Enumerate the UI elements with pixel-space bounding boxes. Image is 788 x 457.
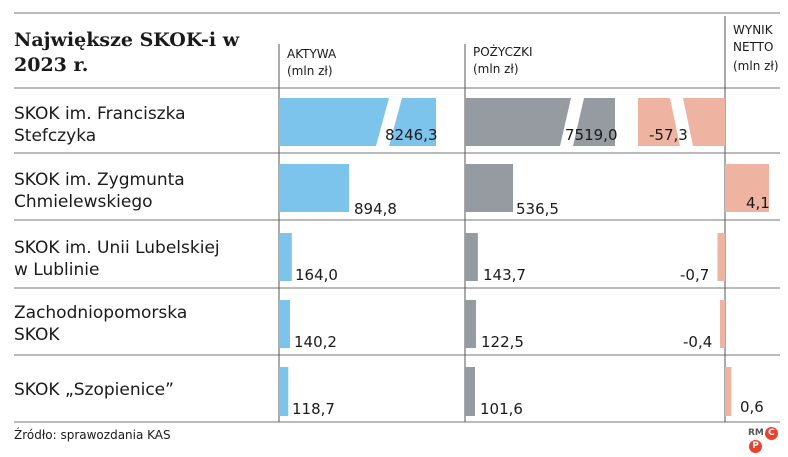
bar-wynik-2 <box>717 233 725 281</box>
column-header-wynik-line1: WYNIK <box>733 23 773 37</box>
bar-pozyczki-2 <box>465 233 478 281</box>
data-label-wynik-3: -0,4 <box>683 333 713 351</box>
data-label-pozyczki-1: 536,5 <box>516 200 559 218</box>
bar-pozyczki-0-left <box>465 98 571 146</box>
row-label-szopienice: SKOK „Szopienice” <box>14 380 174 400</box>
copyright-p-icon: P <box>749 440 762 453</box>
row-label-chmielewskiego-line1: SKOK im. Zygmunta <box>14 170 185 190</box>
data-label-aktywa-2: 164,0 <box>295 266 338 284</box>
data-label-pozyczki-3: 122,5 <box>481 333 524 351</box>
data-label-wynik-4: 0,6 <box>740 398 764 416</box>
column-unit-pozyczki: (mln zł) <box>473 62 519 76</box>
bar-pozyczki-1 <box>465 164 513 212</box>
column-header-pozyczki: POŻYCZKI <box>473 45 533 59</box>
column-header-aktywa: AKTYWA <box>287 47 337 61</box>
bar-pozyczki-4 <box>465 367 475 416</box>
data-label-pozyczki-0: 7519,0 <box>565 126 618 144</box>
data-label-aktywa-0: 8246,3 <box>385 126 438 144</box>
column-unit-wynik: (mln zł) <box>733 59 779 73</box>
bar-aktywa-0-left <box>279 98 389 146</box>
publisher-logo: RM CP <box>748 427 788 453</box>
row-label-stefczyka-line1: SKOK im. Franciszka <box>14 104 186 124</box>
bar-aktywa-3 <box>279 300 290 348</box>
publisher-logo-text: RM <box>748 428 764 438</box>
data-label-wynik-2: -0,7 <box>680 266 710 284</box>
bar-aktywa-1 <box>279 164 349 212</box>
bar-wynik-0-left <box>638 98 680 146</box>
data-label-wynik-0: -57,3 <box>649 126 688 144</box>
bar-wynik-1 <box>725 164 769 212</box>
bar-pozyczki-0-right <box>573 98 615 146</box>
data-label-aktywa-1: 894,8 <box>354 200 397 218</box>
data-label-pozyczki-4: 101,6 <box>480 400 523 418</box>
bar-wynik-4 <box>725 367 732 416</box>
row-label-lublin-line2: w Lublinie <box>14 260 100 280</box>
data-label-pozyczki-2: 143,7 <box>483 266 526 284</box>
chart-title: Największe SKOK-i w 2023 r. <box>14 29 240 76</box>
bar-pozyczki-3 <box>465 300 476 348</box>
bar-aktywa-2 <box>279 233 292 281</box>
bar-wynik-3 <box>720 300 725 348</box>
data-label-wynik-1: 4,1 <box>746 194 770 212</box>
bar-wynik-0-right <box>683 98 725 146</box>
bar-aktywa-4 <box>279 367 289 416</box>
row-label-zachodniopomorska-line1: Zachodniopomorska <box>14 303 188 323</box>
column-header-wynik-line2: NETTO <box>733 40 774 54</box>
data-label-aktywa-3: 140,2 <box>294 333 337 351</box>
row-label-chmielewskiego-line2: Chmielewskiego <box>14 192 153 212</box>
data-label-aktywa-4: 118,7 <box>292 400 335 418</box>
copyright-c-icon: C <box>764 427 778 440</box>
source-note: Źródło: sprawozdania KAS <box>14 428 171 442</box>
row-label-lublin-line1: SKOK im. Unii Lubelskiej <box>14 238 220 258</box>
row-label-stefczyka-line2: Stefczyka <box>14 126 97 146</box>
column-unit-aktywa: (mln zł) <box>287 64 333 78</box>
bar-aktywa-0-right <box>389 98 436 146</box>
row-label-zachodniopomorska-line2: SKOK <box>14 325 60 345</box>
